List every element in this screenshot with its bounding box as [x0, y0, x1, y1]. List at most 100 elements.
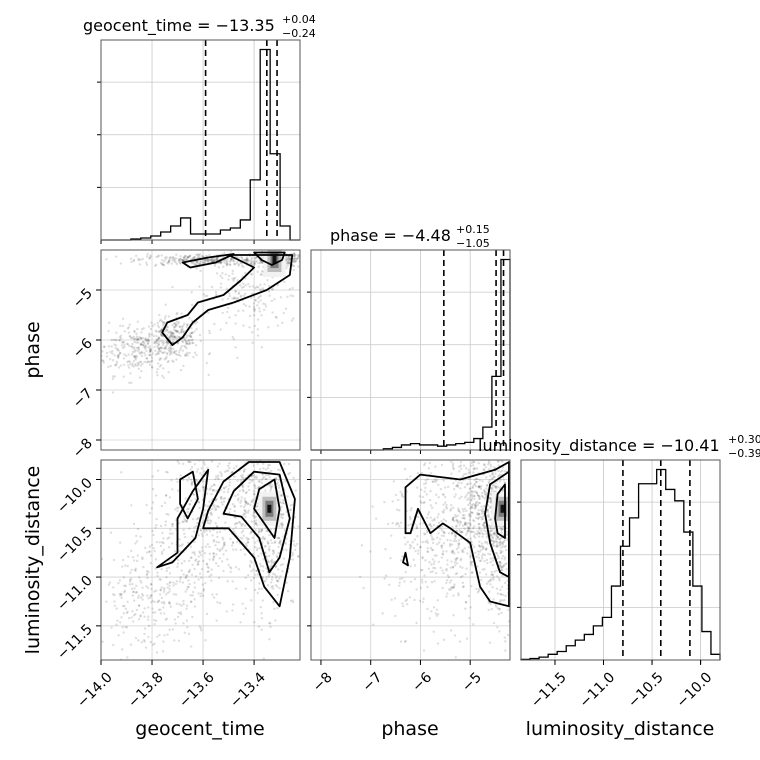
sample-point [197, 592, 200, 595]
sample-point [195, 260, 199, 264]
sample-point [487, 461, 491, 464]
sample-point [153, 549, 156, 553]
sample-point [473, 478, 477, 482]
sample-point [108, 321, 111, 325]
sample-point [174, 261, 177, 264]
sample-point [477, 516, 480, 520]
sample-point [173, 258, 176, 261]
sample-point [498, 564, 502, 567]
sample-point [251, 478, 255, 482]
sample-point [209, 259, 212, 262]
sample-point [247, 282, 250, 286]
pair-panel-phase-luminosity_distance [311, 460, 541, 660]
sample-point [251, 500, 254, 504]
sample-point [128, 580, 132, 583]
sample-point [252, 305, 256, 309]
sample-point [451, 531, 455, 534]
sample-point [441, 525, 444, 528]
sample-point [424, 533, 427, 536]
sample-point [251, 341, 254, 344]
sample-point [493, 532, 497, 536]
sample-point [442, 511, 445, 514]
sample-point [167, 348, 170, 351]
sample-point [216, 476, 219, 480]
sample-point [463, 514, 466, 517]
sample-point [489, 527, 492, 530]
sample-point [137, 346, 140, 350]
sample-point [276, 593, 279, 597]
sample-point [450, 551, 454, 554]
sample-point [525, 570, 527, 572]
sample-point [151, 501, 155, 504]
sample-point [500, 546, 503, 549]
sample-point [275, 554, 278, 558]
sample-point [222, 497, 225, 501]
sample-point [499, 588, 502, 592]
sample-point [162, 602, 166, 605]
sample-point [260, 528, 264, 532]
sample-point [102, 361, 105, 364]
sample-point [425, 516, 429, 519]
sample-point [277, 551, 280, 555]
sample-point [263, 283, 266, 286]
sample-point [108, 358, 112, 361]
sample-point [163, 588, 166, 591]
sample-point [173, 322, 177, 325]
sample-point [242, 469, 246, 473]
sample-point [161, 351, 164, 355]
sample-point [207, 570, 210, 573]
sample-point [483, 463, 486, 467]
sample-point [150, 587, 153, 591]
sample-point [121, 346, 125, 350]
sample-point [478, 540, 481, 543]
sample-point [159, 261, 163, 265]
sample-point [264, 489, 267, 492]
sample-point [187, 460, 191, 464]
sample-point [236, 493, 240, 496]
sample-point [252, 263, 256, 267]
sample-point [469, 464, 473, 467]
sample-point [179, 330, 183, 334]
sample-point [273, 298, 276, 301]
sample-point [259, 294, 262, 298]
sample-point [539, 613, 541, 615]
sample-point [160, 552, 164, 556]
sample-point [257, 261, 260, 265]
sample-point [505, 568, 508, 571]
sample-point [167, 260, 171, 263]
sample-point [240, 286, 244, 289]
sample-point [501, 543, 505, 546]
sample-point [500, 528, 503, 532]
sample-point [512, 514, 514, 516]
sample-point [139, 615, 142, 618]
sample-point [487, 515, 491, 519]
sample-point [140, 351, 144, 354]
sample-point [451, 566, 455, 569]
sample-point [255, 260, 258, 263]
sample-point [107, 345, 111, 348]
sample-point [267, 574, 271, 577]
sample-point [119, 592, 123, 596]
sample-point [422, 597, 425, 600]
sample-point [461, 513, 465, 517]
sample-point [245, 258, 248, 262]
sample-point [161, 374, 164, 378]
sample-point [512, 567, 514, 569]
sample-point [413, 598, 416, 602]
sample-point [496, 474, 500, 478]
sample-point [198, 333, 202, 337]
sample-point [469, 487, 472, 490]
sample-point [153, 642, 156, 645]
sample-point [157, 343, 160, 347]
sample-point [496, 626, 499, 629]
sample-point [184, 339, 188, 343]
sample-point [253, 324, 257, 328]
sample-point [147, 615, 150, 618]
sample-point [234, 494, 237, 498]
sample-point [261, 537, 264, 540]
sample-point [409, 544, 413, 548]
sample-point [165, 353, 169, 356]
sample-point [512, 494, 514, 496]
sample-point [248, 305, 251, 308]
sample-point [226, 263, 229, 266]
